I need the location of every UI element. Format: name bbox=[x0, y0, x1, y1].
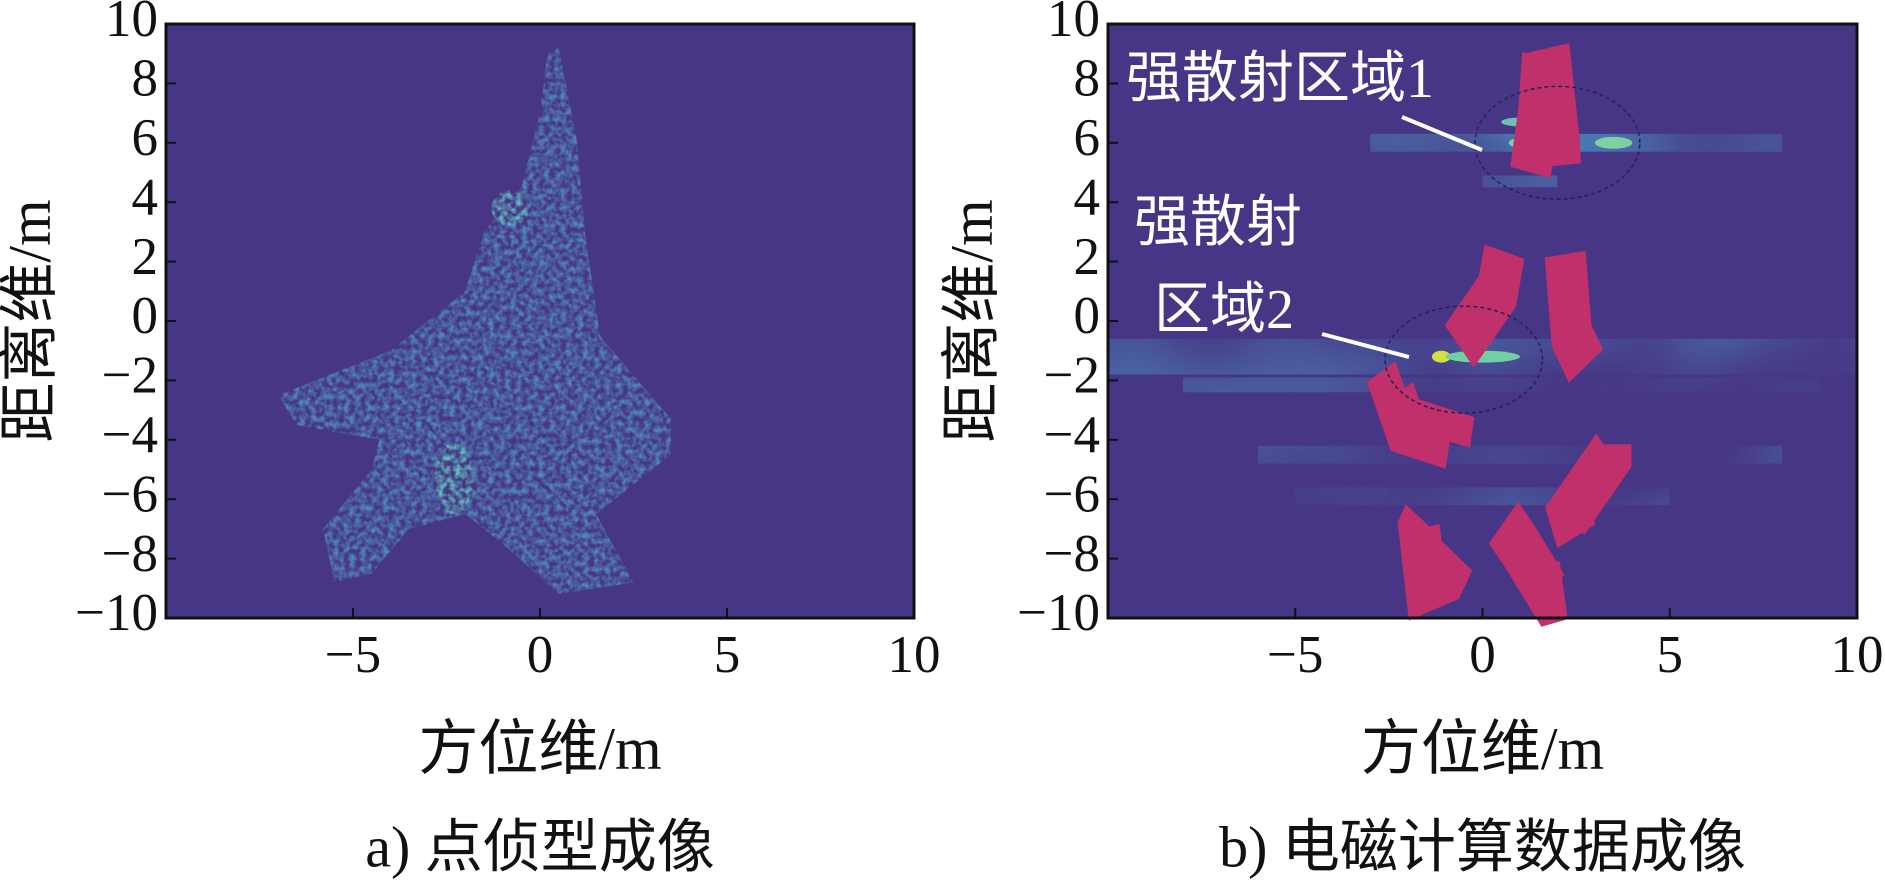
chart-title: a) 点侦型成像 bbox=[365, 814, 715, 879]
x-tick-label: 10 bbox=[1831, 626, 1884, 684]
y-tick-label: 6 bbox=[1074, 109, 1101, 167]
x-tick-label: 0 bbox=[1469, 626, 1496, 684]
y-tick-label: 4 bbox=[132, 168, 159, 226]
y-tick-label: −4 bbox=[1044, 406, 1100, 464]
y-tick-label: 2 bbox=[132, 228, 159, 286]
x-tick-label: 10 bbox=[888, 626, 941, 684]
chart-title: b) 电磁计算数据成像 bbox=[1219, 814, 1746, 879]
x-tick-label: 0 bbox=[527, 626, 554, 684]
y-tick-label: 10 bbox=[105, 0, 158, 48]
y-tick-label: 6 bbox=[132, 109, 159, 167]
x-tick-label: 5 bbox=[1657, 626, 1684, 684]
y-tick-label: 0 bbox=[132, 287, 159, 345]
y-tick-label: −10 bbox=[75, 584, 158, 642]
y-axis-label: 距离维/m bbox=[0, 199, 63, 442]
y-tick-label: −10 bbox=[1017, 584, 1100, 642]
x-tick-label: −5 bbox=[325, 626, 381, 684]
x-axis-label: 方位维/m bbox=[1361, 716, 1604, 782]
x-tick-label: 5 bbox=[714, 626, 741, 684]
y-tick-label: −8 bbox=[1044, 525, 1100, 583]
y-tick-label: −8 bbox=[102, 525, 158, 583]
annotation-arrow bbox=[1401, 115, 1483, 152]
y-axis-label: 距离维/m bbox=[939, 199, 1005, 442]
y-tick-label: 8 bbox=[1074, 50, 1101, 108]
y-tick-label: −2 bbox=[1044, 347, 1100, 405]
annotation: 强散射区域1 bbox=[1126, 48, 1434, 110]
x-axis-label: 方位维/m bbox=[418, 716, 661, 782]
y-tick-label: 2 bbox=[1074, 228, 1101, 286]
y-tick-label: −2 bbox=[102, 347, 158, 405]
y-tick-label: −6 bbox=[1044, 465, 1100, 523]
x-tick-label: −5 bbox=[1267, 626, 1323, 684]
image-content bbox=[1108, 24, 1857, 618]
y-tick-label: 4 bbox=[1074, 168, 1101, 226]
annotation: 区域2 bbox=[1154, 279, 1294, 341]
y-tick-label: 0 bbox=[1074, 287, 1101, 345]
y-tick-label: −6 bbox=[102, 465, 158, 523]
annotation: 强散射 bbox=[1134, 192, 1302, 254]
y-tick-label: −4 bbox=[102, 406, 158, 464]
annotation-arrow bbox=[1321, 332, 1410, 359]
y-tick-label: 10 bbox=[1047, 0, 1100, 48]
image-content bbox=[278, 47, 671, 595]
y-tick-label: 8 bbox=[132, 50, 159, 108]
